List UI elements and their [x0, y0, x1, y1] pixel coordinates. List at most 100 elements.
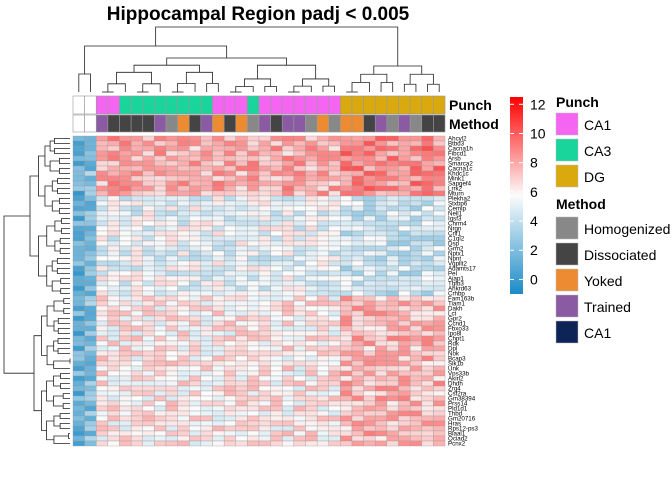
heatmap-cell: [433, 220, 446, 227]
heatmap-cell: [351, 310, 364, 317]
heatmap-cell: [409, 305, 422, 312]
heatmap-cell: [433, 180, 446, 187]
heatmap-cell: [398, 250, 411, 257]
heatmap-cell: [293, 210, 306, 217]
heatmap-cell: [84, 385, 97, 392]
heatmap-cell: [409, 230, 422, 237]
heatmap-cell: [96, 380, 109, 387]
heatmap-cell: [363, 335, 376, 342]
heatmap-cell: [398, 395, 411, 402]
heatmap-cell: [293, 435, 306, 442]
heatmap-cell: [235, 295, 248, 302]
heatmap-cell: [247, 315, 260, 322]
heatmap-cell: [363, 245, 376, 252]
heatmap-cell: [142, 335, 155, 342]
heatmap-cell: [340, 235, 353, 242]
heatmap-cell: [165, 350, 178, 357]
legend-swatch: [555, 242, 579, 266]
heatmap-cell: [235, 285, 248, 292]
heatmap-cell: [409, 355, 422, 362]
heatmap-cell: [84, 375, 97, 382]
heatmap-cell: [84, 380, 97, 387]
dendrogram-branch: [360, 73, 388, 83]
heatmap-cell: [235, 425, 248, 432]
heatmap-cell: [177, 175, 190, 182]
heatmap-cell: [363, 260, 376, 267]
heatmap-cell: [398, 320, 411, 327]
heatmap-cell: [107, 305, 120, 312]
heatmap-cell: [84, 420, 97, 427]
heatmap-cell: [200, 165, 213, 172]
punch-annotation-cell: [351, 95, 364, 115]
heatmap-cell: [340, 145, 353, 152]
heatmap-cell: [316, 245, 329, 252]
heatmap-cell: [72, 150, 85, 157]
heatmap-cell: [72, 415, 85, 422]
heatmap-cell: [235, 260, 248, 267]
heatmap-cell: [84, 295, 97, 302]
heatmap-cell: [200, 215, 213, 222]
heatmap-cell: [96, 340, 109, 347]
heatmap-cell: [154, 190, 167, 197]
gene-label: Thbd: [448, 411, 463, 418]
heatmap-cell: [270, 155, 283, 162]
heatmap-cell: [340, 360, 353, 367]
heatmap-cell: [375, 230, 388, 237]
heatmap-cell: [212, 175, 225, 182]
heatmap-cell: [130, 165, 143, 172]
heatmap-cell: [212, 325, 225, 332]
method-annotation-cell: [177, 114, 190, 133]
heatmap-cell: [223, 255, 236, 262]
heatmap-cell: [305, 140, 318, 147]
heatmap-cell: [189, 415, 202, 422]
heatmap-cell: [142, 285, 155, 292]
heatmap-cell: [189, 220, 202, 227]
heatmap-cell: [328, 310, 341, 317]
heatmap-cell: [119, 195, 132, 202]
heatmap-cell: [130, 265, 143, 272]
heatmap-cell: [270, 370, 283, 377]
heatmap-cell: [363, 140, 376, 147]
heatmap-cell: [328, 170, 341, 177]
heatmap-cell: [165, 185, 178, 192]
punch-annotation-cell: [281, 95, 295, 115]
heatmap-cell: [223, 430, 236, 437]
heatmap-cell: [398, 325, 411, 332]
heatmap-cell: [165, 145, 178, 152]
heatmap-cell: [119, 360, 132, 367]
heatmap-cell: [165, 205, 178, 212]
heatmap-cell: [212, 140, 225, 147]
heatmap-cell: [433, 160, 446, 167]
heatmap-cell: [130, 200, 143, 207]
heatmap-cell: [200, 435, 213, 442]
heatmap-cell: [270, 260, 283, 267]
heatmap-cell: [305, 330, 318, 337]
heatmap-cell: [72, 320, 85, 327]
heatmap-cell: [72, 260, 85, 267]
heatmap-cell: [165, 380, 178, 387]
heatmap-cell: [363, 285, 376, 292]
heatmap-cell: [96, 175, 109, 182]
heatmap-cell: [340, 335, 353, 342]
gene-label: Smarca2: [448, 161, 473, 168]
heatmap-cell: [96, 360, 109, 367]
heatmap-cell: [212, 245, 225, 252]
heatmap-cell: [247, 400, 260, 407]
heatmap-cell: [363, 135, 376, 142]
gene-label: Ankrd63: [448, 286, 472, 293]
heatmap-cell: [247, 260, 260, 267]
gene-label: Dpl: [448, 346, 457, 353]
heatmap-cell: [130, 395, 143, 402]
heatmap-cell: [72, 310, 85, 317]
heatmap-cell: [223, 240, 236, 247]
heatmap-cell: [235, 250, 248, 257]
heatmap-cell: [363, 390, 376, 397]
heatmap-cell: [421, 210, 434, 217]
heatmap-cell: [305, 200, 318, 207]
colorbar-tick-label: 4: [530, 213, 538, 229]
heatmap-cell: [212, 155, 225, 162]
heatmap-cell: [351, 305, 364, 312]
method-annotation-cell: [247, 114, 260, 133]
heatmap-cell: [375, 355, 388, 362]
heatmap-cell: [375, 190, 388, 197]
